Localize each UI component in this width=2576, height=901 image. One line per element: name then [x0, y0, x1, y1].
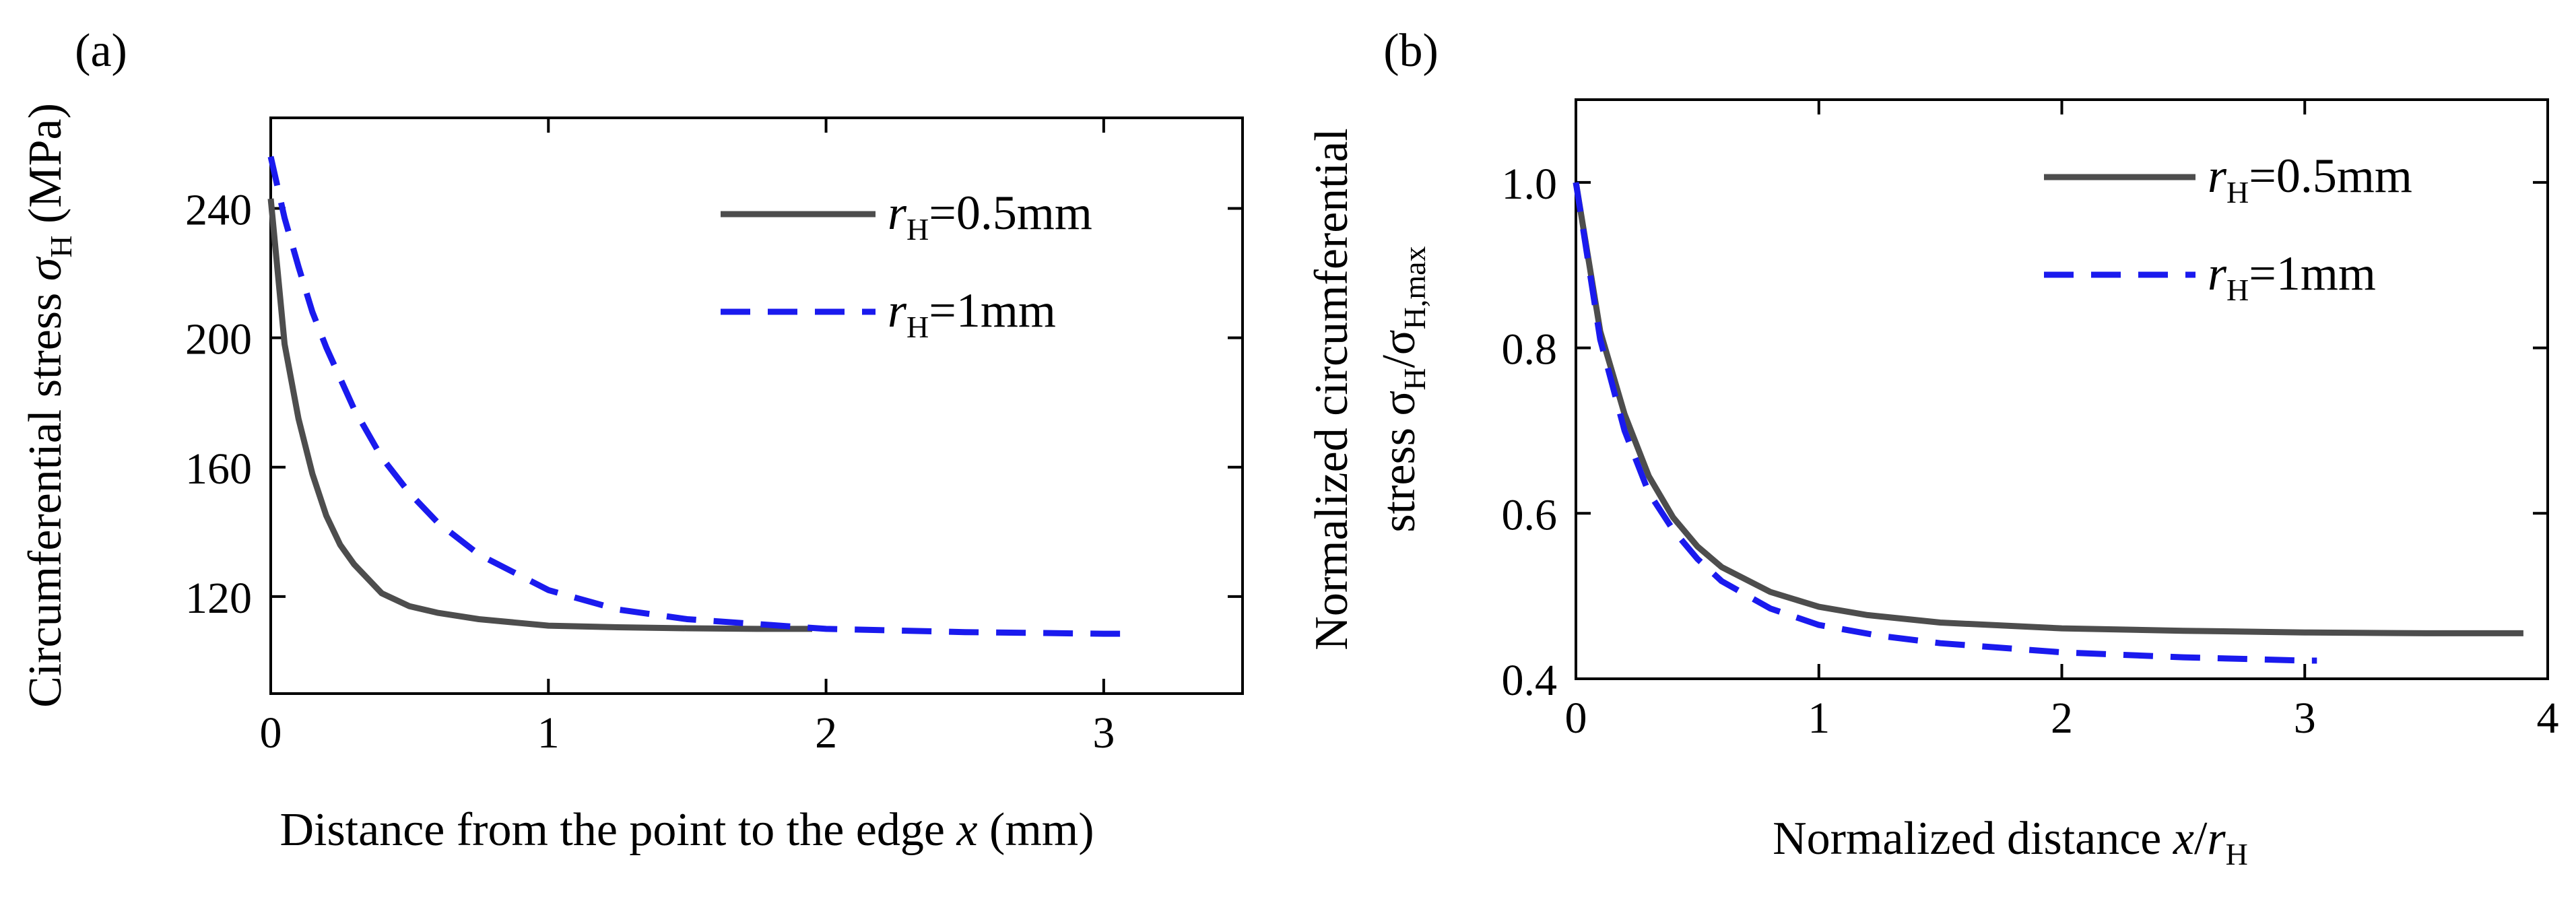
- y-axis-label-line2: stress σH/σH,max: [1373, 246, 1432, 532]
- y-tick-label: 1.0: [1502, 160, 1558, 209]
- legend-var: r: [888, 283, 907, 337]
- y-tick-label: 200: [185, 315, 252, 364]
- panel-label: (a): [75, 25, 127, 77]
- legend-rest: =1mm: [2249, 246, 2376, 300]
- x-label-main: Distance from the point to the edge: [279, 804, 956, 856]
- x-tick-label: 1: [1808, 694, 1830, 743]
- x-label-var2: r: [2207, 813, 2226, 865]
- legend-label: rH=1mm: [2208, 246, 2376, 307]
- panel-b-chart: (b)0 1 2 3 40.40.60.81.0 rH=0.5mmrH=1mmNormal…: [1306, 25, 2559, 871]
- y-label-unit: (MPa): [20, 103, 71, 235]
- y-label-slash: /: [1373, 355, 1425, 368]
- x-tick-label: 3: [1092, 708, 1115, 758]
- y-label-sym2: σ: [1373, 329, 1425, 355]
- y-tick-label: 160: [185, 444, 252, 494]
- legend-sub: H: [2226, 273, 2249, 307]
- plot-frame: [269, 116, 1244, 695]
- x-axis-label: Normalized distance x/rH: [1773, 813, 2248, 871]
- legend-label: rH=0.5mm: [888, 186, 1092, 246]
- x-label-unit: (mm): [978, 804, 1094, 856]
- legend-sub: H: [906, 310, 929, 344]
- x-label-var: x: [2173, 813, 2194, 865]
- legend-sub: H: [2226, 175, 2249, 209]
- series-line-rh-0-5mm: [267, 198, 812, 632]
- series-line-rh-1mm: [1573, 182, 2317, 664]
- y-label-sym1: σ: [1373, 391, 1425, 416]
- series-line-rh-1mm: [267, 156, 1132, 637]
- legend-sub: H: [906, 212, 929, 246]
- legend-label: rH=0.5mm: [2208, 149, 2412, 209]
- x-label-main: Normalized distance: [1773, 813, 2173, 865]
- x-tick-label: 1: [537, 708, 560, 758]
- x-label-sub: H: [2226, 837, 2248, 871]
- x-tick-label: 0: [260, 708, 282, 758]
- x-tick-label: 2: [815, 708, 837, 758]
- legend-rest: =0.5mm: [929, 186, 1092, 240]
- y-label-sub1: H: [1397, 368, 1432, 391]
- y-axis-label-line1: Normalized circumferential: [1306, 128, 1358, 650]
- x-label-slash: /: [2194, 813, 2208, 865]
- x-axis-label: Distance from the point to the edge x (m…: [279, 804, 1094, 856]
- legend-var: r: [2208, 149, 2227, 203]
- y-axis-label: Circumferential stress σH (MPa): [20, 103, 78, 708]
- y-tick-label: 240: [185, 185, 252, 234]
- y-label-stress: stress: [1373, 416, 1425, 533]
- x-tick-label: 3: [2294, 694, 2316, 743]
- legend-label: rH=1mm: [888, 283, 1056, 344]
- y-label-sub2: H,max: [1397, 246, 1432, 329]
- y-label-sub: H: [44, 235, 78, 257]
- x-label-var: x: [956, 804, 977, 856]
- series-line-rh-0-5mm: [1573, 182, 2523, 636]
- y-tick-label: 120: [185, 574, 252, 623]
- legend-rest: =1mm: [929, 283, 1056, 337]
- x-tick-label: 4: [2537, 694, 2559, 743]
- x-tick-label: 2: [2051, 694, 2073, 743]
- legend-rest: =0.5mm: [2249, 149, 2412, 203]
- y-tick-label: 0.8: [1502, 325, 1558, 374]
- y-label-main: Circumferential stress: [20, 281, 71, 708]
- x-tick-label: 0: [1565, 694, 1587, 743]
- panel-label: (b): [1383, 25, 1439, 77]
- legend-var: r: [888, 186, 907, 240]
- y-label-sym: σ: [20, 256, 71, 281]
- legend-var: r: [2208, 246, 2227, 300]
- y-tick-label: 0.4: [1502, 656, 1558, 705]
- y-tick-label: 0.6: [1502, 490, 1558, 539]
